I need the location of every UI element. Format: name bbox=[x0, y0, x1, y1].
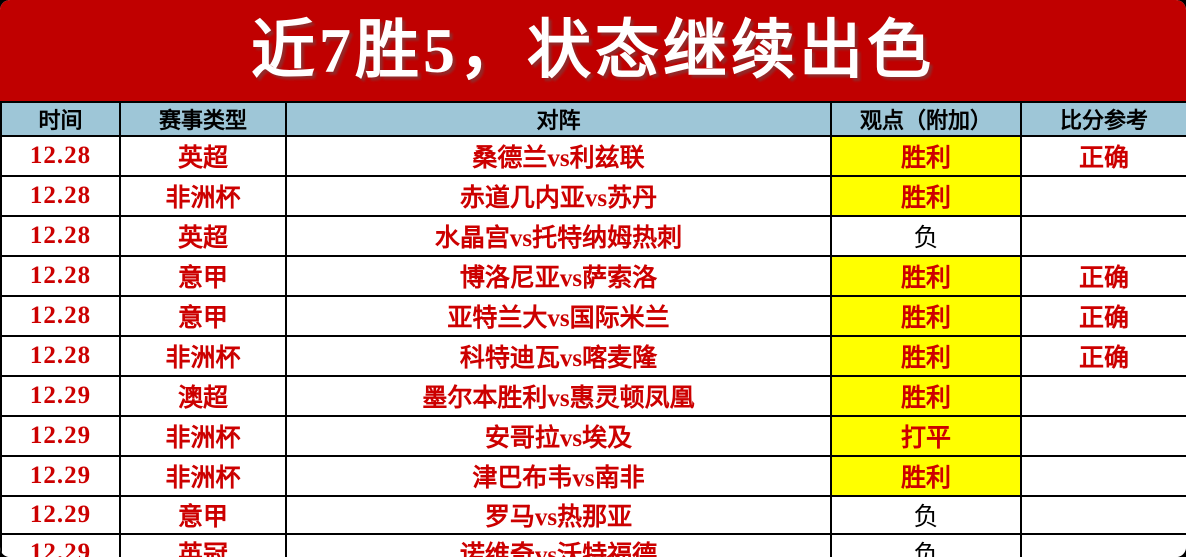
cell-match: 博洛尼亚vs萨索洛 bbox=[285, 255, 832, 297]
cell-league: 意甲 bbox=[119, 255, 287, 297]
cell-opinion: 胜利 bbox=[830, 455, 1022, 497]
table-header-row: 时间 赛事类型 对阵 观点（附加） 比分参考 bbox=[0, 101, 1186, 137]
table-row: 12.28 意甲 亚特兰大vs国际米兰 胜利 正确 bbox=[0, 295, 1186, 337]
cell-opinion: 胜利 bbox=[830, 135, 1022, 177]
cell-league: 非洲杯 bbox=[119, 335, 287, 377]
cell-match: 水晶宫vs托特纳姆热刺 bbox=[285, 215, 832, 257]
cell-match: 罗马vs热那亚 bbox=[285, 495, 832, 535]
table-header: 时间 赛事类型 对阵 观点（附加） 比分参考 bbox=[0, 101, 1186, 137]
cell-league: 非洲杯 bbox=[119, 455, 287, 497]
cell-league: 非洲杯 bbox=[119, 175, 287, 217]
cell-score-ref bbox=[1020, 455, 1186, 497]
table-row: 12.29 非洲杯 安哥拉vs埃及 打平 bbox=[0, 415, 1186, 457]
column-header-time: 时间 bbox=[0, 101, 121, 137]
cell-opinion: 负 bbox=[830, 495, 1022, 535]
results-table: 时间 赛事类型 对阵 观点（附加） 比分参考 12.28 英超 桑德兰vs利兹联… bbox=[0, 101, 1186, 557]
cell-time: 12.29 bbox=[0, 495, 121, 535]
column-header-league: 赛事类型 bbox=[119, 101, 287, 137]
cell-score-ref bbox=[1020, 215, 1186, 257]
cell-league: 英超 bbox=[119, 215, 287, 257]
cell-league: 澳超 bbox=[119, 375, 287, 417]
cell-score-ref: 正确 bbox=[1020, 335, 1186, 377]
cell-score-ref bbox=[1020, 415, 1186, 457]
cell-opinion: 胜利 bbox=[830, 175, 1022, 217]
table-row: 12.28 非洲杯 赤道几内亚vs苏丹 胜利 bbox=[0, 175, 1186, 217]
cell-league: 非洲杯 bbox=[119, 415, 287, 457]
table-body: 12.28 英超 桑德兰vs利兹联 胜利 正确 12.28 非洲杯 赤道几内亚v… bbox=[0, 135, 1186, 557]
cell-time: 12.28 bbox=[0, 215, 121, 257]
table-row: 12.29 澳超 墨尔本胜利vs惠灵顿凤凰 胜利 bbox=[0, 375, 1186, 417]
cell-opinion: 打平 bbox=[830, 415, 1022, 457]
cell-match: 诺维奇vs沃特福德 bbox=[285, 533, 832, 557]
cell-time: 12.28 bbox=[0, 295, 121, 337]
column-header-match: 对阵 bbox=[285, 101, 832, 137]
table-row: 12.28 英超 桑德兰vs利兹联 胜利 正确 bbox=[0, 135, 1186, 177]
cell-score-ref bbox=[1020, 495, 1186, 535]
cell-match: 亚特兰大vs国际米兰 bbox=[285, 295, 832, 337]
cell-time: 12.28 bbox=[0, 255, 121, 297]
column-header-opinion: 观点（附加） bbox=[830, 101, 1022, 137]
cell-opinion: 胜利 bbox=[830, 375, 1022, 417]
cell-score-ref: 正确 bbox=[1020, 255, 1186, 297]
table-row: 12.28 意甲 博洛尼亚vs萨索洛 胜利 正确 bbox=[0, 255, 1186, 297]
title-banner: 近7胜5，状态继续出色 bbox=[0, 0, 1186, 101]
cell-match: 津巴布韦vs南非 bbox=[285, 455, 832, 497]
cell-time: 12.28 bbox=[0, 135, 121, 177]
cell-time: 12.28 bbox=[0, 335, 121, 377]
cell-opinion: 胜利 bbox=[830, 335, 1022, 377]
cell-league: 英冠 bbox=[119, 533, 287, 557]
cell-time: 12.29 bbox=[0, 415, 121, 457]
cell-score-ref: 正确 bbox=[1020, 295, 1186, 337]
cell-opinion: 负 bbox=[830, 533, 1022, 557]
cell-league: 意甲 bbox=[119, 295, 287, 337]
table-row: 12.29 非洲杯 津巴布韦vs南非 胜利 bbox=[0, 455, 1186, 497]
cell-opinion: 负 bbox=[830, 215, 1022, 257]
cell-league: 意甲 bbox=[119, 495, 287, 535]
cell-time: 12.29 bbox=[0, 375, 121, 417]
cell-match: 赤道几内亚vs苏丹 bbox=[285, 175, 832, 217]
cell-score-ref: 正确 bbox=[1020, 135, 1186, 177]
table-row: 12.28 英超 水晶宫vs托特纳姆热刺 负 bbox=[0, 215, 1186, 257]
cell-opinion: 胜利 bbox=[830, 255, 1022, 297]
cell-time: 12.29 bbox=[0, 455, 121, 497]
cell-match: 安哥拉vs埃及 bbox=[285, 415, 832, 457]
cell-match: 科特迪瓦vs喀麦隆 bbox=[285, 335, 832, 377]
cell-score-ref bbox=[1020, 375, 1186, 417]
cell-opinion: 胜利 bbox=[830, 295, 1022, 337]
cell-match: 墨尔本胜利vs惠灵顿凤凰 bbox=[285, 375, 832, 417]
cell-match: 桑德兰vs利兹联 bbox=[285, 135, 832, 177]
cell-score-ref bbox=[1020, 533, 1186, 557]
table-row: 12.29 意甲 罗马vs热那亚 负 bbox=[0, 495, 1186, 535]
cell-league: 英超 bbox=[119, 135, 287, 177]
cell-time: 12.28 bbox=[0, 175, 121, 217]
column-header-scoreref: 比分参考 bbox=[1020, 101, 1186, 137]
cell-score-ref bbox=[1020, 175, 1186, 217]
page-title: 近7胜5，状态继续出色 bbox=[251, 14, 935, 86]
table-row: 12.28 非洲杯 科特迪瓦vs喀麦隆 胜利 正确 bbox=[0, 335, 1186, 377]
table-row: 12.29 英冠 诺维奇vs沃特福德 负 bbox=[0, 533, 1186, 557]
cell-time: 12.29 bbox=[0, 533, 121, 557]
